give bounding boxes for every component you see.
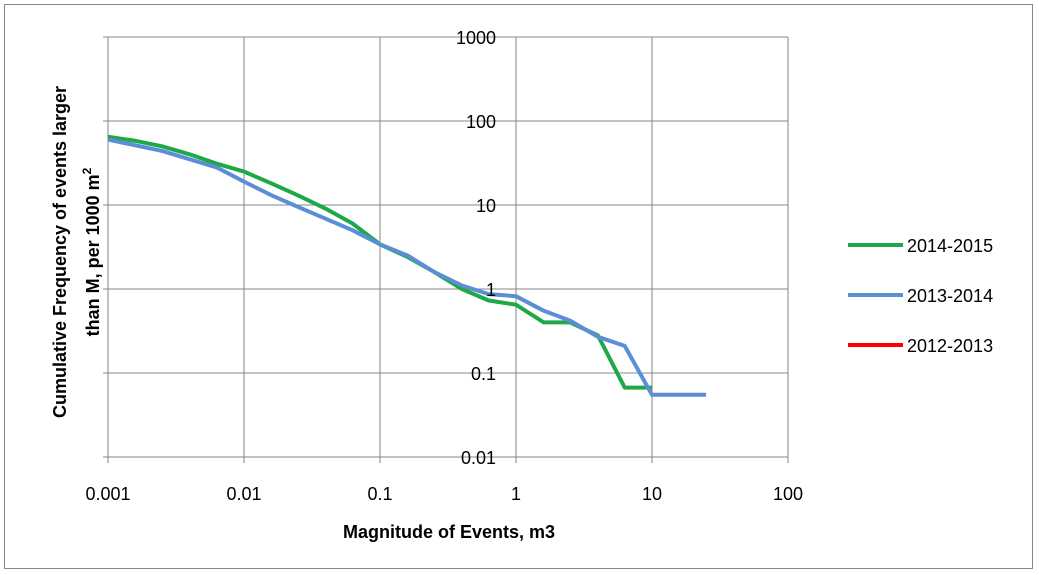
series-line-2013-2014	[107, 137, 707, 397]
x-tick-label: 0.1	[367, 484, 392, 504]
legend: 2014-2015 2013-2014 2012-2013	[848, 236, 993, 356]
y-tick-label: 0.01	[461, 448, 496, 468]
x-tick-label: 0.01	[226, 484, 261, 504]
y-axis-title-line2: than M, per 1000 m2	[80, 167, 103, 336]
axes	[103, 36, 789, 463]
legend-label: 2013-2014	[907, 286, 993, 306]
y-tick-label: 0.1	[471, 364, 496, 384]
y-axis-title-line1: Cumulative Frequency of events larger	[50, 86, 70, 418]
x-tick-label: 1	[511, 484, 521, 504]
y-axis-title-superscript: 2	[80, 167, 94, 174]
series	[107, 134, 707, 397]
y-tick-label: 10	[476, 196, 496, 216]
x-tick-label: 0.001	[85, 484, 130, 504]
x-tick-label: 100	[773, 484, 803, 504]
legend-label: 2014-2015	[907, 236, 993, 256]
x-axis-title: Magnitude of Events, m3	[343, 522, 555, 542]
y-tick-label: 1	[486, 280, 496, 300]
grid	[108, 36, 789, 457]
y-axis-title: Cumulative Frequency of events larger th…	[50, 86, 103, 418]
y-tick-label: 100	[466, 112, 496, 132]
y-axis-title-line2-main: than M, per 1000 m	[83, 174, 103, 336]
x-tick-label: 10	[642, 484, 662, 504]
legend-label: 2012-2013	[907, 336, 993, 356]
chart-frame	[4, 4, 1033, 569]
tick-labels: 0.001 0.01 0.1 1 10 100 0.01 0.1 1 10 100 1000	[85, 28, 803, 504]
y-tick-label: 1000	[456, 28, 496, 48]
